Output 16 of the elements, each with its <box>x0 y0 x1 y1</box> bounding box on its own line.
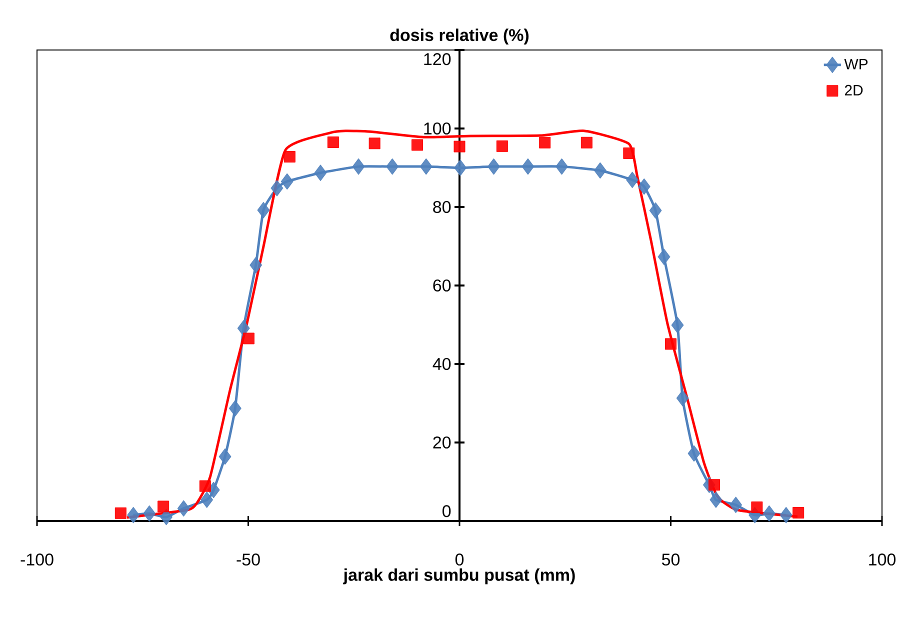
y-tick-label: 60 <box>433 279 451 292</box>
x-tick-label: -50 <box>236 554 260 566</box>
y-tick-label: 20 <box>433 436 451 449</box>
y-tick-label: 100 <box>424 122 451 135</box>
legend-label: WP <box>844 58 868 70</box>
y-tick-label: 0 <box>442 505 451 518</box>
y-tick-label: 40 <box>432 358 451 370</box>
x-tick-label: 50 <box>662 554 680 566</box>
legend-label: 2D <box>844 84 863 96</box>
y-tick-label: 80 <box>433 200 451 214</box>
x-tick-label: 0 <box>455 554 464 566</box>
x-tick-label: 100 <box>869 554 896 566</box>
y-tick-label: 120 <box>424 53 451 66</box>
x-axis-title: jarak dari sumbu pusat (mm) <box>343 568 575 584</box>
chart-title: dosis relative (%) <box>390 28 529 44</box>
x-tick-label: -100 <box>20 554 54 566</box>
